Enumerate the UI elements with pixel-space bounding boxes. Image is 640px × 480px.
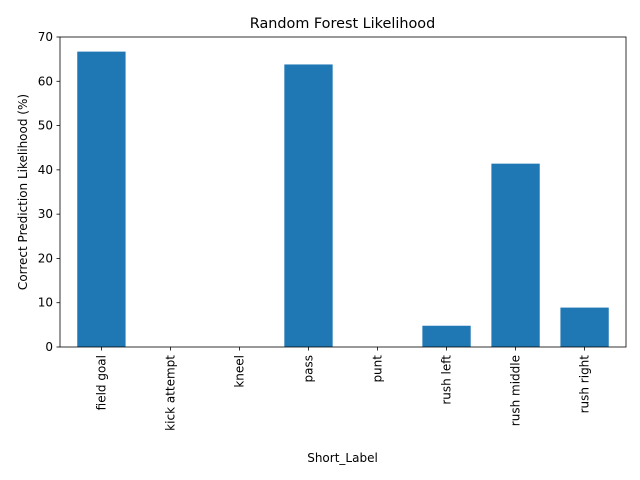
bar <box>560 307 609 347</box>
x-axis-label: Short_Label <box>307 451 378 465</box>
bar <box>491 163 540 347</box>
x-tick-label: punt <box>371 355 385 383</box>
y-tick-label: 0 <box>45 340 53 354</box>
x-tick-label: rush middle <box>509 355 523 426</box>
x-tick-label: rush right <box>578 355 592 414</box>
plot-area <box>59 36 627 348</box>
y-tick-label: 20 <box>38 251 53 265</box>
y-tick-label: 60 <box>38 74 53 88</box>
x-tick-label: kneel <box>232 355 246 388</box>
x-tick-label: field goal <box>94 355 108 410</box>
bar <box>284 64 333 347</box>
y-tick-label: 70 <box>38 30 53 44</box>
chart-title: Random Forest Likelihood <box>250 16 435 32</box>
y-axis-label: Correct Prediction Likelihood (%) <box>16 94 30 290</box>
y-tick-label: 40 <box>38 163 53 177</box>
axes-frame <box>59 36 627 348</box>
x-axis: field goal kick attempt kneel pass punt rush … <box>94 347 592 431</box>
x-tick-label: kick attempt <box>163 355 177 431</box>
bar <box>422 325 471 347</box>
y-tick-label: 10 <box>38 296 53 310</box>
y-tick-label: 50 <box>38 119 53 133</box>
x-tick-label: pass <box>301 355 315 382</box>
y-tick-label: 30 <box>38 207 53 221</box>
x-tick-label: rush left <box>440 355 454 405</box>
bar <box>77 51 126 347</box>
y-axis: 0 10 20 30 40 50 60 70 <box>38 30 60 354</box>
